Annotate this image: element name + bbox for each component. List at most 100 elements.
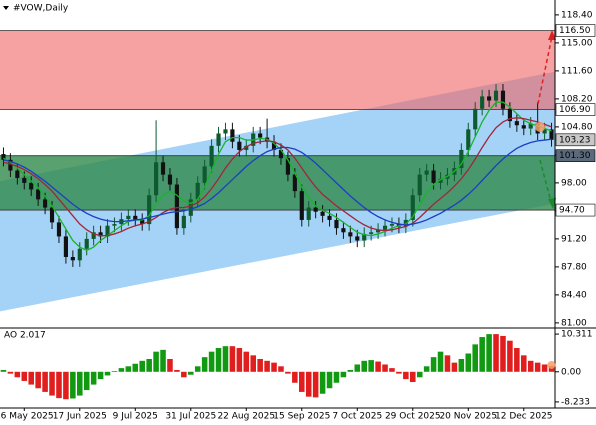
ao-bar	[507, 340, 513, 372]
candle-body	[549, 129, 554, 140]
ao-bar	[28, 371, 34, 385]
candle-body	[542, 129, 547, 134]
ao-bar	[139, 360, 145, 372]
candle-body	[56, 222, 62, 237]
ao-bar	[278, 366, 284, 372]
price-tag-label: 116.50	[559, 26, 591, 36]
ao-bar	[305, 371, 312, 397]
ao-bar	[319, 371, 326, 394]
candle-body	[63, 236, 68, 257]
candle-body	[292, 174, 297, 192]
candle-body	[84, 238, 89, 249]
ao-bar	[118, 368, 125, 372]
ao-bar	[146, 358, 152, 372]
ao-bar	[215, 348, 222, 372]
ao-bar	[97, 371, 104, 380]
candle-body	[147, 195, 152, 225]
ao-bar	[111, 371, 118, 372]
candle-body	[29, 182, 34, 190]
candle-body	[43, 199, 48, 208]
ao-bar	[326, 371, 333, 389]
moving-average	[3, 138, 552, 226]
candle-body	[140, 219, 145, 225]
candle-body	[36, 189, 41, 200]
ao-bar	[236, 348, 243, 372]
candle-body	[91, 232, 96, 239]
candle-body	[438, 178, 443, 183]
candle-body	[417, 174, 422, 196]
candle-body	[473, 108, 478, 130]
ao-bar	[160, 349, 166, 372]
ao-bar	[347, 369, 354, 372]
ao-bar	[77, 371, 83, 396]
candle-body	[334, 219, 339, 229]
y-tick-label: 91.20	[561, 234, 587, 244]
ao-bar	[361, 360, 367, 372]
ao-bar	[271, 362, 277, 372]
ao-bar	[423, 366, 430, 372]
candle-body	[376, 229, 381, 233]
ao-bar	[35, 371, 41, 389]
y-tick-label: 115.00	[561, 38, 593, 48]
ao-bar	[63, 371, 69, 400]
price-tag	[555, 203, 596, 217]
price-tag-label: 94.70	[559, 206, 585, 216]
candle-body	[105, 225, 110, 237]
candle-body	[480, 96, 485, 109]
ao-bar	[354, 364, 361, 372]
candle-body	[369, 232, 374, 234]
candle-body	[70, 257, 75, 261]
candle-body	[528, 123, 533, 129]
candle-body	[327, 215, 332, 220]
ao-bar	[382, 364, 388, 372]
candle-body	[410, 195, 415, 220]
candle-body	[389, 224, 395, 226]
arrow-head	[548, 198, 556, 209]
candle-body	[424, 170, 429, 175]
candle-body	[223, 129, 228, 134]
candle-body	[362, 233, 367, 241]
ao-bar	[257, 358, 263, 372]
ao-bar	[500, 335, 506, 372]
ao-bar	[167, 358, 173, 372]
candle-body	[112, 224, 117, 226]
ao-bar	[493, 334, 499, 372]
x-tick-label: 7 Oct 2025	[332, 412, 382, 422]
ao-bar	[458, 358, 465, 372]
x-tick-label: 20 Nov 2025	[439, 412, 497, 422]
candle-body	[237, 141, 242, 150]
ao-bar	[299, 371, 305, 392]
y-tick-label: 81.00	[561, 318, 587, 328]
price-tag-label: 106.90	[559, 105, 591, 115]
candle-body	[306, 207, 311, 220]
ao-bar	[416, 371, 423, 378]
ao-bar	[229, 346, 236, 372]
ao-bar	[201, 357, 208, 372]
ao-bar	[264, 360, 270, 372]
y-tick-label: 84.40	[561, 290, 587, 300]
candle-body	[299, 191, 304, 220]
x-tick-label: 26 May 2025	[0, 412, 54, 422]
y-tick-label: 104.80	[561, 122, 593, 132]
forecast-arrow-up	[537, 35, 553, 105]
forecast-arrow-down	[539, 159, 552, 203]
ao-bar	[181, 371, 187, 378]
ao-bar	[90, 371, 97, 385]
ao-bar	[312, 371, 319, 398]
ao-bar	[368, 360, 374, 372]
y-tick-label: 87.80	[561, 262, 587, 272]
price-tag-label: 101.30	[559, 151, 591, 161]
moving-average	[3, 101, 552, 252]
candle-body	[167, 174, 173, 185]
ao-bar	[486, 334, 492, 372]
candle-body	[77, 248, 82, 261]
candle-body	[514, 121, 519, 126]
candle-body	[382, 225, 388, 230]
price-tag	[555, 24, 596, 37]
y-tick-label: 108.20	[561, 94, 593, 104]
ao-bar	[153, 351, 159, 372]
ao-bar	[222, 346, 229, 372]
last-price-tag	[555, 133, 596, 147]
x-tick-label: 9 Jul 2025	[113, 412, 158, 422]
ao-bar	[465, 353, 472, 372]
